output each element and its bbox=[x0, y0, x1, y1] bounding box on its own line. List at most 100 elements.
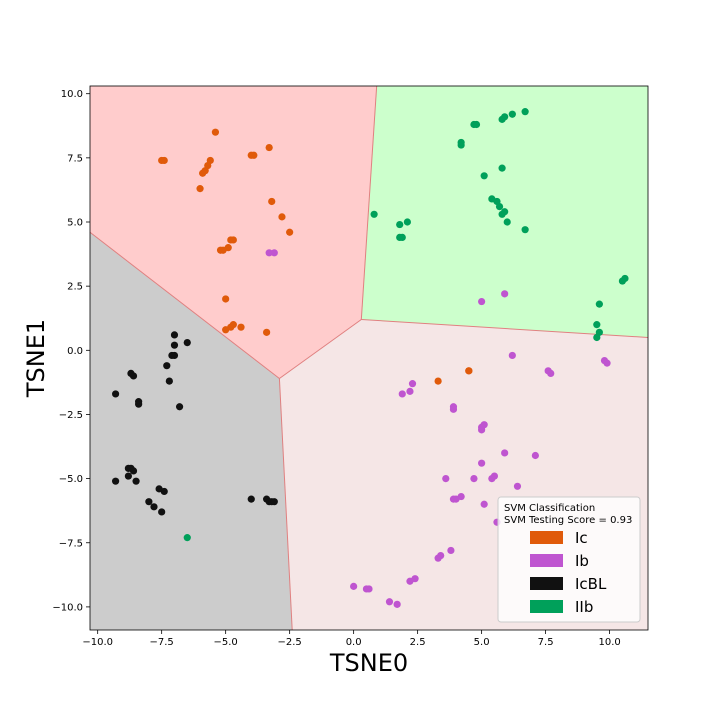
point-icbl bbox=[270, 498, 278, 506]
point-iib bbox=[498, 210, 506, 218]
point-ib bbox=[603, 359, 611, 367]
point-ib bbox=[470, 475, 478, 483]
point-icbl bbox=[150, 503, 158, 511]
point-ic bbox=[211, 128, 220, 136]
point-iib bbox=[593, 321, 601, 329]
y-tick-label: −5.0 bbox=[59, 474, 83, 485]
legend-swatch-icbl bbox=[530, 577, 563, 590]
point-ic bbox=[196, 185, 204, 193]
point-iib bbox=[498, 164, 506, 172]
point-ib bbox=[434, 554, 442, 562]
x-tick-label: −2.5 bbox=[278, 637, 302, 648]
point-iib bbox=[521, 108, 529, 116]
point-ic bbox=[237, 323, 245, 331]
point-ib bbox=[398, 390, 406, 398]
point-icbl bbox=[175, 403, 184, 411]
point-icbl bbox=[145, 498, 153, 506]
point-icbl bbox=[160, 487, 168, 496]
point-iib bbox=[470, 120, 478, 129]
point-icbl bbox=[129, 372, 138, 380]
point-ib bbox=[385, 598, 394, 606]
point-ic bbox=[222, 295, 230, 303]
point-icbl bbox=[111, 390, 120, 398]
point-iib bbox=[508, 110, 516, 118]
point-icbl bbox=[132, 477, 140, 485]
point-ib bbox=[501, 449, 509, 457]
boundary-line bbox=[279, 319, 362, 379]
point-ib bbox=[449, 495, 458, 503]
point-ic bbox=[216, 246, 225, 254]
point-ib bbox=[478, 297, 486, 306]
point-icbl bbox=[165, 377, 173, 385]
point-ib bbox=[365, 585, 373, 593]
point-ib bbox=[270, 249, 278, 257]
point-ic bbox=[199, 169, 207, 177]
point-iib bbox=[403, 218, 411, 226]
point-ic bbox=[434, 377, 442, 385]
point-iib bbox=[396, 220, 404, 229]
x-tick-label: 5.0 bbox=[474, 637, 490, 648]
legend-label-ic: Ic bbox=[575, 529, 588, 547]
point-icbl bbox=[124, 472, 132, 480]
plot-frame bbox=[89, 85, 649, 631]
x-axis-title: TSNE0 bbox=[329, 649, 408, 677]
point-ib bbox=[547, 369, 555, 377]
point-icbl bbox=[129, 467, 138, 475]
point-icbl bbox=[170, 341, 179, 349]
y-tick-label: 10.0 bbox=[61, 89, 83, 100]
point-iib bbox=[495, 203, 504, 211]
x-tick-label: −10.0 bbox=[82, 637, 113, 648]
point-ic bbox=[465, 367, 473, 375]
point-ib bbox=[478, 426, 486, 434]
point-iib bbox=[595, 300, 603, 308]
x-tick-label: 0.0 bbox=[346, 637, 362, 648]
point-ic bbox=[263, 328, 271, 336]
point-ic bbox=[250, 151, 258, 159]
legend-items: Ic Ib IcBL IIb bbox=[530, 529, 607, 616]
point-ib bbox=[350, 582, 358, 590]
point-iib bbox=[183, 534, 191, 542]
point-icbl bbox=[183, 339, 191, 347]
point-ib bbox=[265, 249, 273, 257]
point-ib bbox=[501, 290, 509, 298]
point-ic bbox=[222, 326, 230, 334]
point-ib bbox=[447, 546, 455, 555]
boundary-line bbox=[360, 85, 378, 320]
legend-swatch-ic bbox=[530, 531, 563, 544]
point-iib bbox=[480, 172, 488, 180]
x-axis-ticks: −10.0 −7.5 −5.0 −2.5 0.0 2.5 5.0 7.5 10.0 bbox=[82, 630, 621, 648]
x-tick-label: −5.0 bbox=[214, 637, 238, 648]
data-points bbox=[111, 108, 629, 608]
point-icbl bbox=[158, 508, 166, 516]
point-ib bbox=[480, 500, 488, 508]
y-tick-label: −2.5 bbox=[59, 410, 83, 421]
y-axis-ticks: 10.0 7.5 5.0 2.5 0.0 −2.5 −5.0 −7.5 −10.0 bbox=[52, 89, 90, 613]
point-iib bbox=[398, 233, 406, 241]
y-tick-label: 0.0 bbox=[67, 346, 83, 357]
legend-label-iib: IIb bbox=[575, 598, 593, 616]
legend-label-icbl: IcBL bbox=[575, 575, 607, 593]
point-iib bbox=[498, 115, 506, 123]
point-iib bbox=[621, 274, 629, 283]
point-icbl bbox=[170, 331, 179, 339]
boundary-line bbox=[278, 378, 293, 631]
point-ib bbox=[508, 351, 516, 360]
y-tick-label: 5.0 bbox=[67, 218, 83, 229]
boundary-line bbox=[89, 231, 280, 379]
y-tick-label: −10.0 bbox=[52, 602, 83, 613]
point-iib bbox=[521, 226, 529, 234]
point-ib bbox=[531, 451, 539, 460]
point-ib bbox=[408, 380, 417, 388]
x-tick-label: −7.5 bbox=[150, 637, 174, 648]
point-iib bbox=[503, 218, 511, 226]
legend-title-line-1: SVM Classification bbox=[504, 503, 595, 514]
legend-title-line-2: SVM Testing Score = 0.93 bbox=[504, 515, 632, 526]
point-ic bbox=[265, 143, 273, 152]
point-ic bbox=[278, 213, 286, 221]
legend-box bbox=[497, 496, 641, 623]
point-ib bbox=[478, 459, 486, 467]
point-ib bbox=[449, 405, 458, 413]
y-axis-title: TSNE1 bbox=[22, 319, 50, 398]
point-ib bbox=[442, 475, 450, 483]
